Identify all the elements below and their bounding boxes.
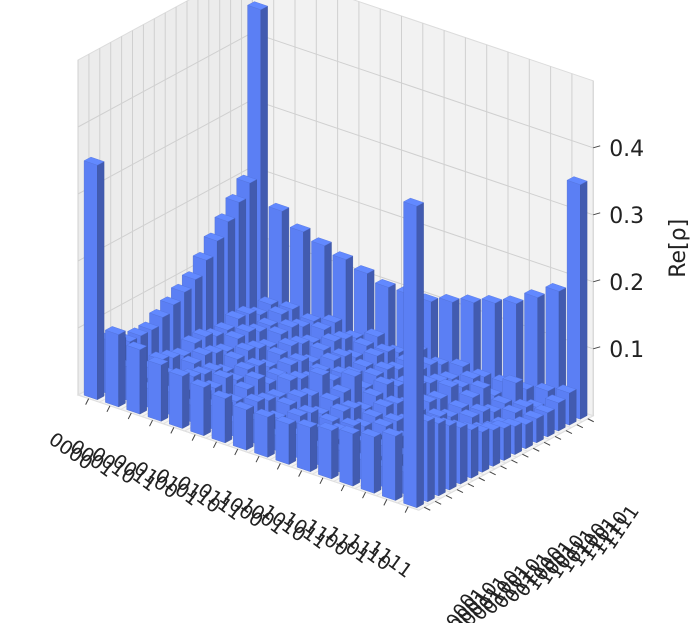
bar-0010-1111 <box>289 223 311 326</box>
y-tick-mark <box>445 495 453 499</box>
y-tick-mark <box>456 489 464 493</box>
bar-1001-0000 <box>275 415 297 465</box>
y-tick-mark <box>511 459 518 464</box>
bar-0000-0000 <box>83 156 105 401</box>
bar-0101-1111 <box>353 265 375 348</box>
bar-1010-0000 <box>296 419 318 473</box>
grid-line <box>418 415 594 511</box>
y-tick-mark <box>424 506 431 511</box>
y-tick-mark <box>522 453 529 458</box>
x-tick-mark <box>340 484 345 492</box>
bar-1001-1111 <box>438 293 460 377</box>
y-tick-mark <box>500 465 507 470</box>
x-tick-mark <box>383 499 388 506</box>
x-tick-mark <box>170 427 175 434</box>
x-tick-mark <box>106 405 111 413</box>
x-tick-mark <box>404 506 409 513</box>
y-tick-mark <box>478 477 485 482</box>
z-tick-label: 0.4 <box>609 137 644 162</box>
z-tick-mark <box>593 212 601 216</box>
bars-group <box>83 1 588 509</box>
bar-0100-0000 <box>168 367 190 429</box>
x-tick-mark <box>149 419 153 427</box>
bar-0010-0000 <box>126 341 148 415</box>
y-tick-mark <box>489 471 496 476</box>
y-tick-mark <box>565 430 573 434</box>
bar-0101-0000 <box>190 379 212 437</box>
x-tick-label: 1111 <box>364 536 416 582</box>
bar-1011-0000 <box>317 422 339 480</box>
z-axis-label: Re[ρ] <box>666 219 691 278</box>
bar-0011-0000 <box>147 356 169 422</box>
z-tick-mark <box>593 279 601 283</box>
bar-0001-1111 <box>268 202 290 319</box>
y-tick-mark <box>467 483 475 488</box>
bar-0110-0000 <box>211 390 233 444</box>
bar-1110-0000 <box>381 427 403 501</box>
y-tick-mark <box>434 500 442 505</box>
bar-1101-0000 <box>360 428 382 494</box>
y-tick-mark <box>543 441 551 446</box>
bar-1111-0000 <box>403 197 425 509</box>
z-tick-label: 0.1 <box>609 338 644 363</box>
bar-0001-0000 <box>104 326 126 408</box>
x-tick-mark <box>362 491 366 499</box>
bar-1000-0000 <box>253 408 276 458</box>
x-tick-mark <box>234 448 239 456</box>
y-tick-mark <box>587 418 594 423</box>
bar-0111-0000 <box>232 401 254 451</box>
z-tick-mark <box>593 145 601 149</box>
x-tick-mark <box>298 470 303 477</box>
x-tick-mark <box>191 434 196 441</box>
y-tick-mark <box>576 424 584 429</box>
x-tick-mark <box>319 477 324 485</box>
bar-0011-1111 <box>310 237 333 334</box>
bar-1111-1111 <box>566 176 588 420</box>
bar-1100-0000 <box>339 425 361 487</box>
x-tick-mark <box>276 463 281 470</box>
bar-1110-1111 <box>545 283 567 413</box>
x-tick-mark <box>255 455 260 463</box>
z-tick-label: 0.3 <box>609 204 644 229</box>
x-tick-mark <box>127 412 132 420</box>
y-tick-mark <box>554 436 562 440</box>
x-tick-mark <box>85 398 90 405</box>
z-tick-mark <box>593 346 601 350</box>
y-tick-mark <box>533 447 540 452</box>
x-tick-mark <box>213 441 217 449</box>
z-tick-label: 0.2 <box>609 271 644 296</box>
bar-1101-1111 <box>523 289 546 406</box>
bar-1100-1111 <box>502 295 524 398</box>
